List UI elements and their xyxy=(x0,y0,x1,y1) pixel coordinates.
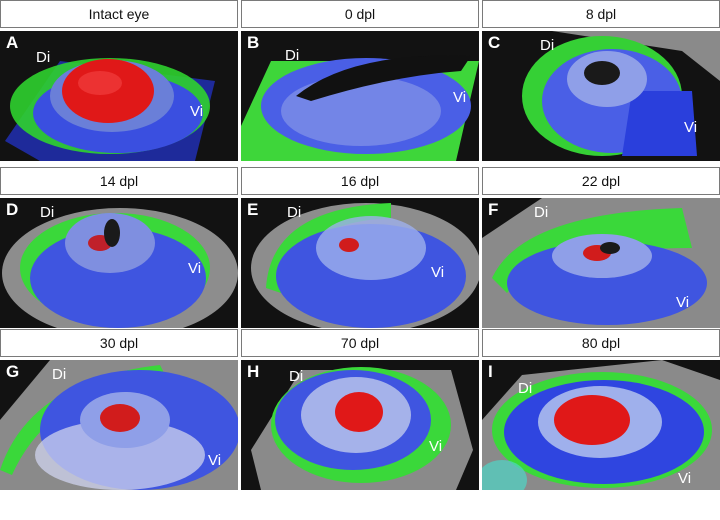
panel-i: 80 dpl I Di Vi xyxy=(482,329,720,490)
panel-title: 0 dpl xyxy=(241,0,479,28)
panel-title: 22 dpl xyxy=(482,167,720,195)
ventral-iris-label: Vi xyxy=(429,438,443,455)
dorsal-iris-label: Di xyxy=(287,204,302,221)
dorsal-iris-label: Di xyxy=(52,366,67,383)
panel-a: Intact eye A Di Vi xyxy=(0,0,238,161)
dorsal-iris-label: Di xyxy=(289,368,304,385)
panel-h: 70 dpl H Di Vi xyxy=(241,329,479,490)
panel-title: 30 dpl xyxy=(0,329,238,357)
ventral-iris-label: Vi xyxy=(190,103,204,120)
eye-render-image: G Di Vi xyxy=(0,360,238,490)
ventral-iris-label: Vi xyxy=(188,260,202,277)
panel-title: 14 dpl xyxy=(0,167,238,195)
render-graphic xyxy=(0,360,238,490)
panel-letter: G xyxy=(6,362,20,381)
dorsal-iris-label: Di xyxy=(40,204,55,221)
panel-letter: B xyxy=(247,33,260,52)
eye-render-image: B Di Vi xyxy=(241,31,479,161)
eye-render-image: I Di Vi xyxy=(482,360,720,490)
panel-letter: I xyxy=(488,362,493,381)
panel-f: 22 dpl F Di Vi xyxy=(482,167,720,328)
panel-title: 8 dpl xyxy=(482,0,720,28)
panel-letter: C xyxy=(488,33,501,52)
panel-letter: F xyxy=(488,200,499,219)
panel-letter: H xyxy=(247,362,260,381)
ventral-iris-label: Vi xyxy=(676,294,690,311)
eye-render-image: A Di Vi xyxy=(0,31,238,161)
render-graphic xyxy=(522,31,720,156)
eye-render-image: F Di Vi xyxy=(482,198,720,328)
ventral-iris-label: Vi xyxy=(453,89,467,106)
panel-g: 30 dpl G Di Vi xyxy=(0,329,238,490)
render-graphic xyxy=(2,208,238,328)
panel-b: 0 dpl B Di Vi xyxy=(241,0,479,161)
render-graphic xyxy=(5,58,215,161)
panel-letter: E xyxy=(247,200,259,219)
panel-c: 8 dpl C Di Vi xyxy=(482,0,720,161)
panel-title: Intact eye xyxy=(0,0,238,28)
panel-title: 70 dpl xyxy=(241,329,479,357)
dorsal-iris-label: Di xyxy=(534,204,549,221)
panel-letter: A xyxy=(6,33,19,52)
eye-render-image: H Di Vi xyxy=(241,360,479,490)
ventral-iris-label: Vi xyxy=(431,264,445,281)
ventral-iris-label: Vi xyxy=(684,119,698,136)
panel-d: 14 dpl D Di Vi xyxy=(0,167,238,328)
eye-render-image: E Di Vi xyxy=(241,198,479,328)
panel-title: 80 dpl xyxy=(482,329,720,357)
eye-render-image: C Di Vi xyxy=(482,31,720,161)
dorsal-iris-label: Di xyxy=(518,380,533,397)
render-graphic xyxy=(251,203,479,328)
panel-title: 16 dpl xyxy=(241,167,479,195)
render-graphic xyxy=(251,367,473,490)
ventral-iris-label: Vi xyxy=(678,470,692,487)
panel-e: 16 dpl E Di Vi xyxy=(241,167,479,328)
render-graphic xyxy=(482,198,720,328)
render-graphic xyxy=(241,55,479,161)
dorsal-iris-label: Di xyxy=(36,49,51,66)
eye-render-image: D Di Vi xyxy=(0,198,238,328)
panel-letter: D xyxy=(6,200,19,219)
ventral-iris-label: Vi xyxy=(208,452,222,469)
render-graphic xyxy=(482,360,720,490)
dorsal-iris-label: Di xyxy=(540,37,555,54)
dorsal-iris-label: Di xyxy=(285,47,300,64)
